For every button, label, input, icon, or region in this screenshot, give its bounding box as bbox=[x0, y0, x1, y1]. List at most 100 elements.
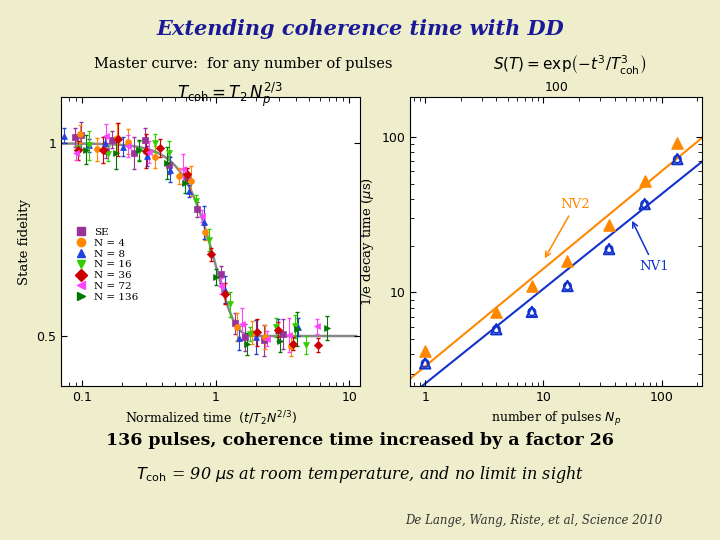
Point bbox=[139, 136, 150, 145]
Point bbox=[155, 144, 166, 152]
Point bbox=[205, 250, 217, 259]
Point bbox=[110, 148, 122, 157]
Point bbox=[117, 143, 129, 151]
Point bbox=[490, 325, 502, 334]
Text: De Lange, Wang, Riste, et al, Science 2010: De Lange, Wang, Riste, et al, Science 20… bbox=[405, 514, 662, 527]
Point bbox=[91, 145, 102, 154]
Point bbox=[236, 320, 248, 328]
Point bbox=[143, 147, 155, 156]
Point bbox=[181, 170, 193, 179]
Point bbox=[133, 146, 145, 155]
Point bbox=[311, 322, 323, 330]
Point bbox=[603, 221, 615, 230]
Point bbox=[251, 328, 263, 337]
Point bbox=[292, 323, 303, 332]
Point bbox=[140, 147, 152, 156]
Point bbox=[133, 146, 145, 155]
Point bbox=[122, 137, 133, 146]
Point bbox=[250, 333, 261, 341]
Point bbox=[272, 326, 284, 334]
Point bbox=[192, 205, 203, 214]
Point bbox=[244, 329, 256, 338]
Point bbox=[639, 200, 650, 208]
Point bbox=[274, 337, 286, 346]
Point bbox=[112, 133, 123, 142]
Point bbox=[603, 245, 615, 253]
Point bbox=[72, 146, 84, 155]
Point bbox=[100, 146, 112, 155]
Point bbox=[526, 282, 538, 291]
Point bbox=[210, 273, 222, 281]
Point bbox=[672, 155, 683, 164]
Point bbox=[277, 329, 289, 338]
Point bbox=[285, 341, 297, 350]
Point bbox=[163, 149, 175, 158]
Point bbox=[287, 339, 299, 348]
Point bbox=[289, 322, 301, 331]
Point bbox=[149, 139, 161, 147]
Point bbox=[259, 333, 271, 341]
Point bbox=[312, 341, 323, 349]
Point bbox=[69, 133, 81, 141]
Point bbox=[164, 165, 176, 174]
Point bbox=[219, 289, 230, 298]
Point bbox=[225, 300, 236, 309]
Text: $S(T) = \exp\!\left(-t^3/T_{\rm coh}^3\right)$: $S(T) = \exp\!\left(-t^3/T_{\rm coh}^3\r… bbox=[493, 54, 647, 77]
Point bbox=[300, 341, 312, 349]
Point bbox=[203, 235, 215, 244]
Y-axis label: 1/e decay time ($\mu$s): 1/e decay time ($\mu$s) bbox=[359, 177, 376, 306]
Point bbox=[420, 359, 431, 368]
Point bbox=[199, 228, 211, 237]
X-axis label: Normalized time  $(t / T_2  N^{2/3})$: Normalized time $(t / T_2 N^{2/3})$ bbox=[125, 409, 297, 428]
Point bbox=[526, 308, 538, 316]
Point bbox=[219, 285, 230, 294]
Point bbox=[173, 172, 184, 180]
Point bbox=[99, 139, 111, 147]
Point bbox=[246, 328, 258, 337]
Point bbox=[181, 171, 193, 180]
Point bbox=[672, 138, 683, 147]
Point bbox=[230, 319, 241, 328]
Point bbox=[420, 347, 431, 355]
Point bbox=[258, 336, 270, 345]
Point bbox=[420, 359, 431, 368]
Point bbox=[197, 212, 208, 221]
Point bbox=[230, 322, 242, 331]
Point bbox=[122, 141, 133, 150]
Point bbox=[70, 148, 81, 157]
Point bbox=[75, 131, 86, 139]
Point bbox=[142, 151, 153, 160]
Text: $T_{\rm coh} = T_2\, N_p^{2/3}$: $T_{\rm coh} = T_2\, N_p^{2/3}$ bbox=[177, 81, 284, 109]
Point bbox=[241, 340, 253, 348]
Point bbox=[102, 150, 113, 158]
Point bbox=[112, 135, 124, 144]
Point bbox=[83, 141, 94, 150]
Point bbox=[490, 325, 502, 334]
Text: NV1: NV1 bbox=[633, 222, 669, 273]
Point bbox=[562, 256, 573, 265]
Text: 136 pulses, coherence time increased by a factor 26: 136 pulses, coherence time increased by … bbox=[106, 432, 614, 449]
Text: Master curve:  for any number of pulses: Master curve: for any number of pulses bbox=[94, 57, 392, 71]
Point bbox=[321, 323, 333, 332]
X-axis label: number of pulses $N_p$: number of pulses $N_p$ bbox=[491, 409, 621, 428]
Point bbox=[80, 145, 91, 154]
Point bbox=[74, 130, 86, 138]
Point bbox=[490, 308, 502, 316]
Point bbox=[177, 165, 189, 173]
Point bbox=[216, 282, 228, 291]
Point bbox=[233, 334, 245, 343]
Legend: SE, N = 4, N = 8, N = 16, N = 36, N = 72, N = 136: SE, N = 4, N = 8, N = 16, N = 36, N = 72… bbox=[69, 226, 140, 303]
Point bbox=[128, 149, 140, 158]
Point bbox=[603, 245, 615, 253]
Point bbox=[107, 136, 118, 144]
Point bbox=[98, 146, 109, 154]
Text: NV2: NV2 bbox=[546, 198, 590, 257]
Point bbox=[562, 282, 573, 291]
Point bbox=[672, 155, 683, 164]
Text: 100: 100 bbox=[544, 82, 568, 94]
Point bbox=[179, 179, 191, 188]
Text: $T_{\rm coh}$ = 90 $\mu$s at room temperature, and no limit in sight: $T_{\rm coh}$ = 90 $\mu$s at room temper… bbox=[136, 464, 584, 485]
Point bbox=[283, 330, 294, 339]
Point bbox=[72, 144, 84, 152]
Point bbox=[163, 161, 174, 170]
